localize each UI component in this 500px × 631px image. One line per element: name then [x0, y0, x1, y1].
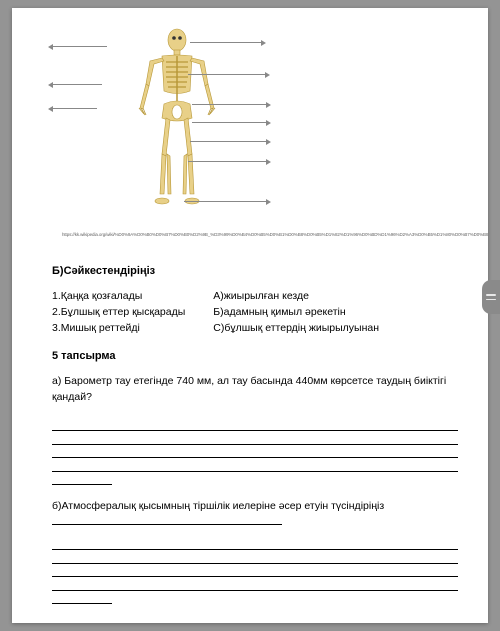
blank-line[interactable] [52, 472, 112, 486]
blank-line[interactable] [52, 458, 458, 472]
blank-line[interactable] [52, 550, 458, 564]
document-page: https://kk.wikipedia.org/wiki/%D0%9A%D0%… [12, 8, 488, 623]
answer-lines-a [52, 418, 458, 486]
handle-bar-icon [486, 294, 496, 296]
source-url: https://kk.wikipedia.org/wiki/%D0%9A%D0%… [62, 232, 458, 237]
side-handle[interactable] [482, 280, 500, 314]
blank-line[interactable] [52, 431, 458, 445]
label-arrow [52, 84, 102, 85]
matching-grid: 1.Қаңқа қозғалады 2.Бұлшық еттер қысқара… [52, 289, 458, 336]
match-left-column: 1.Қаңқа қозғалады 2.Бұлшық еттер қысқара… [52, 289, 185, 336]
blank-line[interactable] [52, 418, 458, 432]
label-arrow [192, 122, 267, 123]
handle-bar-icon [486, 299, 496, 301]
task-5: 5 тапсырма а) Барометр тау етегінде 740 … [52, 350, 458, 604]
section-b-heading: Б)Сәйкестендіріңіз [52, 265, 458, 277]
blank-line[interactable] [52, 591, 112, 605]
match-right-item: А)жиырылған кезде [213, 289, 379, 305]
label-arrow [190, 42, 262, 43]
task5-question-a: а) Барометр тау етегінде 740 мм, ал тау … [52, 374, 458, 406]
skeleton-diagram [62, 26, 292, 226]
label-arrow [52, 108, 97, 109]
task5-b-text: б)Атмосфералық қысымның тіршілік иелерін… [52, 500, 384, 512]
blank-line[interactable] [52, 515, 282, 525]
label-arrow [52, 46, 107, 47]
label-arrow [192, 104, 267, 105]
blank-line[interactable] [52, 445, 458, 459]
label-arrow [190, 141, 267, 142]
match-left-item: 3.Мишық реттейді [52, 321, 185, 337]
blank-line[interactable] [52, 537, 458, 551]
match-left-item: 1.Қаңқа қозғалады [52, 289, 185, 305]
label-arrow [188, 74, 266, 75]
label-arrow [188, 161, 267, 162]
task5-question-b: б)Атмосфералық қысымның тіршілік иелерін… [52, 499, 458, 531]
match-left-item: 2.Бұлшық еттер қысқарады [52, 305, 185, 321]
task5-heading: 5 тапсырма [52, 350, 458, 362]
label-arrow [184, 201, 267, 202]
blank-line[interactable] [52, 564, 458, 578]
answer-lines-b [52, 537, 458, 605]
match-right-item: Б)адамның қимыл әрекетін [213, 305, 379, 321]
blank-line[interactable] [52, 577, 458, 591]
section-b: Б)Сәйкестендіріңіз 1.Қаңқа қозғалады 2.Б… [52, 265, 458, 336]
skeleton-image [122, 26, 232, 226]
match-right-item: С)бұлшық еттердің жиырылуынан [213, 321, 379, 337]
match-right-column: А)жиырылған кезде Б)адамның қимыл әрекет… [213, 289, 379, 336]
